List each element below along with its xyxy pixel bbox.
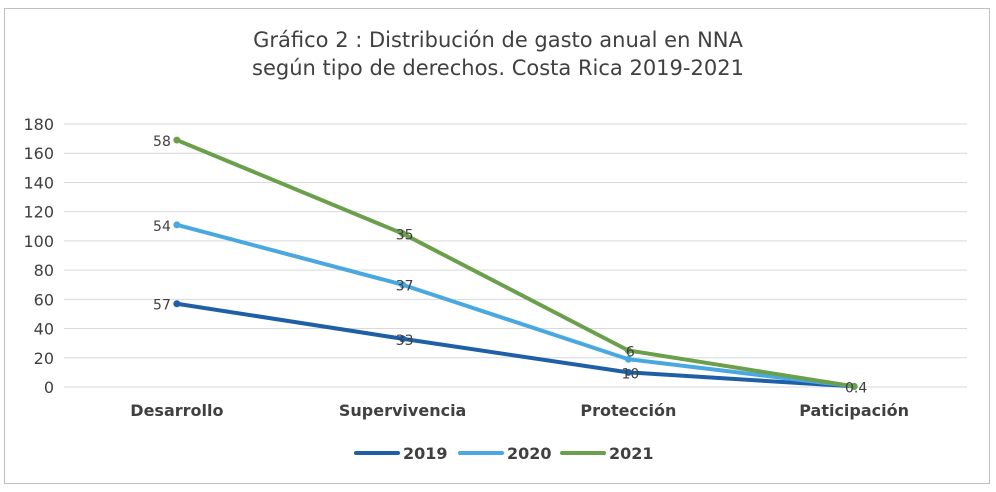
y-axis: 0 20 40 60 80 100 120 140 160 180 [23, 115, 54, 397]
y-tick-label: 180 [23, 115, 54, 134]
data-label: 58 [153, 134, 171, 150]
data-label: 10 [621, 366, 639, 382]
x-category-label: Paticipación [799, 401, 909, 420]
data-point [399, 335, 407, 343]
x-axis: Desarrollo Supervivencia Protección Paticip… [130, 401, 909, 420]
series-lines [173, 136, 858, 390]
data-point [624, 346, 632, 354]
x-category-label: Desarrollo [130, 401, 223, 420]
data-point [624, 355, 632, 363]
legend-label-2021: 2021 [609, 444, 654, 463]
data-label: 54 [153, 219, 171, 235]
y-tick-label: 120 [23, 203, 54, 222]
y-tick-label: 20 [34, 349, 54, 368]
data-point [173, 136, 181, 144]
data-point [399, 230, 407, 238]
y-tick-label: 40 [34, 320, 54, 339]
x-category-label: Supervivencia [339, 401, 466, 420]
data-label: 35 [396, 228, 414, 244]
data-labels: 57 33 10 54 37 58 35 6 0.4 [153, 134, 867, 396]
data-point [173, 300, 181, 308]
x-category-label: Protección [580, 401, 676, 420]
legend-label-2019: 2019 [403, 444, 448, 463]
y-tick-label: 80 [34, 261, 54, 280]
data-point [624, 368, 632, 376]
data-point [173, 221, 181, 229]
y-tick-label: 140 [23, 173, 54, 192]
y-tick-label: 100 [23, 232, 54, 251]
legend: 2019 2020 2021 [354, 444, 654, 463]
data-label: 33 [396, 333, 414, 349]
data-point [399, 281, 407, 289]
series-line-2020 [174, 222, 857, 389]
gridlines [64, 123, 967, 388]
data-label: 0.4 [845, 380, 867, 396]
chart-title-line2: según tipo de derechos. Costa Rica 2019-… [252, 56, 744, 80]
legend-label-2020: 2020 [507, 444, 552, 463]
y-tick-label: 60 [34, 290, 54, 309]
series-line-2021 [174, 138, 857, 389]
data-point [850, 382, 858, 390]
chart-title: Gráfico 2 : Distribución de gasto anual … [0, 26, 996, 82]
y-tick-label: 0 [44, 378, 54, 397]
chart-title-line1: Gráfico 2 : Distribución de gasto anual … [253, 28, 743, 52]
series-line-2019 [174, 301, 857, 389]
data-label: 37 [396, 279, 414, 295]
data-label: 6 [626, 344, 635, 360]
chart-frame [4, 8, 990, 484]
data-label: 57 [153, 298, 171, 314]
y-tick-label: 160 [23, 144, 54, 163]
